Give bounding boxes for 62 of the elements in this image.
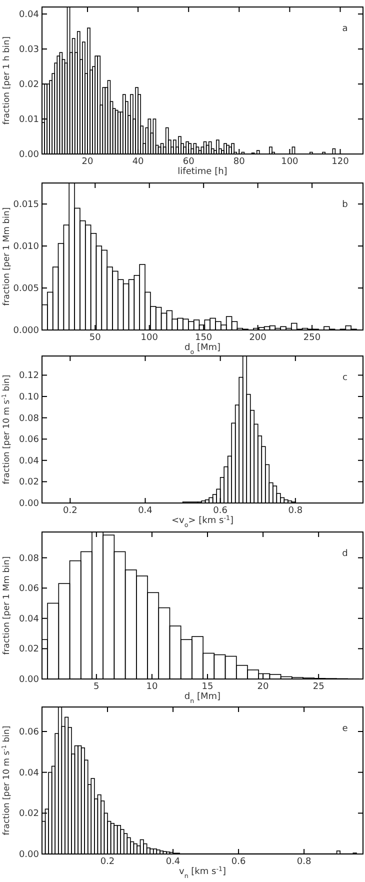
x-tick-label: 0.6 <box>231 857 246 867</box>
annotation: b <box>342 200 348 210</box>
y-tick-label: 0.06 <box>18 584 40 594</box>
x-tick-label: 0.4 <box>166 857 180 867</box>
x-tick-label: 0.2 <box>62 506 78 516</box>
annotation: e <box>342 724 348 734</box>
annotation: c <box>342 373 348 383</box>
y-tick-label: 0.00 <box>18 675 40 685</box>
x-tick-label: 60 <box>182 157 195 167</box>
y-tick-label: 0.08 <box>18 414 40 424</box>
y-tick-label: 0.04 <box>18 614 40 624</box>
y-axis-title: fraction [per 1 h bin] <box>2 36 12 125</box>
y-tick-label: 0.06 <box>18 728 40 738</box>
y-tick-label: 0.000 <box>13 326 40 336</box>
y-tick-label: 0.04 <box>18 456 40 466</box>
y-tick-label: 0.005 <box>13 284 39 294</box>
x-tick-label: 200 <box>249 333 267 343</box>
x-axis-title: d$_{n}$ [Mm] <box>184 692 221 704</box>
y-tick-label: 0.04 <box>18 10 40 20</box>
y-tick-label: 0.02 <box>18 644 39 655</box>
x-tick-label: 0.8 <box>288 506 303 516</box>
y-tick-label: 0.04 <box>18 768 40 778</box>
x-tick-label: 0.6 <box>213 506 228 516</box>
y-tick-label: 0.01 <box>18 115 39 125</box>
x-tick-label: 150 <box>194 333 212 343</box>
x-axis-title: d$_{o}$ [Mm] <box>184 343 220 356</box>
x-tick-label: 5 <box>94 682 100 692</box>
x-tick-label: 80 <box>233 157 246 167</box>
y-tick-label: 0.00 <box>18 850 40 860</box>
y-tick-label: 0.02 <box>18 478 39 488</box>
y-tick-label: 0.010 <box>13 242 40 252</box>
y-tick-label: 0.00 <box>18 150 40 160</box>
x-tick-label: 0.2 <box>100 857 115 867</box>
y-tick-label: 0.00 <box>18 499 40 509</box>
y-axis-title: fraction [per 1 Mm bin] <box>2 556 12 655</box>
x-axis-title: v$_{n}$ [km s$^{-1}$] <box>178 866 226 880</box>
y-tick-label: 0.12 <box>18 371 39 382</box>
x-tick-label: 50 <box>89 333 102 343</box>
y-tick-label: 0.10 <box>18 392 40 402</box>
y-tick-label: 0.06 <box>18 435 40 446</box>
y-tick-label: 0.02 <box>18 80 39 90</box>
annotation: a <box>342 24 348 34</box>
annotation: d <box>342 549 348 559</box>
x-tick-label: 20 <box>82 157 94 167</box>
y-tick-label: 0.03 <box>18 45 39 55</box>
x-axis-title: lifetime [h] <box>178 167 228 177</box>
x-tick-label: 250 <box>303 333 321 343</box>
x-tick-label: 0.4 <box>138 506 153 516</box>
x-tick-label: 25 <box>312 682 324 692</box>
y-tick-label: 0.08 <box>18 554 40 564</box>
x-tick-label: 100 <box>281 157 299 167</box>
x-tick-label: 20 <box>257 682 270 692</box>
x-tick-label: 15 <box>202 682 214 692</box>
x-tick-label: 120 <box>332 157 350 167</box>
y-axis-title: fraction [per 1 Mm bin] <box>2 207 12 306</box>
x-tick-label: 40 <box>132 157 144 167</box>
x-tick-label: 0.8 <box>296 857 312 867</box>
x-tick-label: 100 <box>140 333 158 343</box>
x-axis-title: <v$_{o}$> [km s$^{-1}$] <box>172 514 234 528</box>
y-tick-label: 0.015 <box>13 200 39 210</box>
x-tick-label: 10 <box>146 682 158 692</box>
y-tick-label: 0.02 <box>18 809 39 820</box>
